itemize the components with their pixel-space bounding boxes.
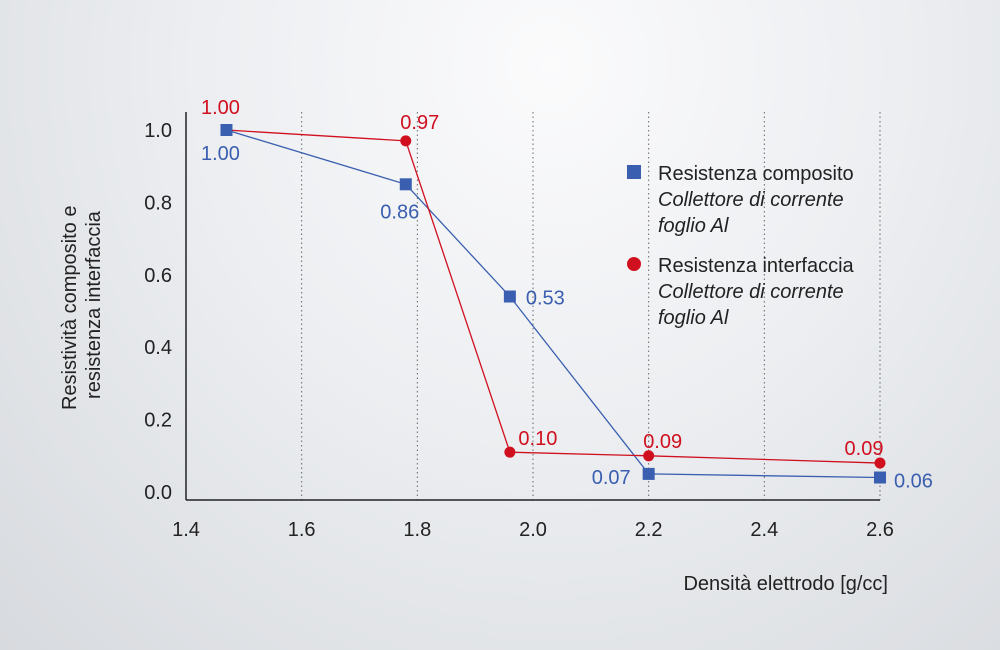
legend-sub-interfaccia-1: Collettore di corrente — [658, 281, 844, 303]
legend-marker-square — [627, 165, 641, 179]
y-tick-label: 0.8 — [144, 192, 172, 214]
data-label: 0.10 — [518, 428, 557, 450]
x-tick-label: 1.4 — [172, 519, 200, 541]
y-tick-label: 0.2 — [144, 410, 172, 432]
x-tick-labels: 1.4 1.6 1.8 2.0 2.2 2.4 2.6 — [172, 519, 894, 541]
marker-square — [642, 467, 655, 480]
x-tick-label: 2.6 — [866, 519, 894, 541]
marker-square — [503, 290, 516, 303]
y-axis-title-line-2: resistenza interfaccia — [83, 210, 105, 399]
y-tick-labels: 0.0 0.2 0.4 0.6 0.8 1.0 — [144, 120, 172, 504]
y-tick-label: 0.6 — [144, 265, 172, 287]
data-label: 0.86 — [380, 201, 419, 223]
marker-circle — [400, 135, 412, 147]
legend-label-composito: Resistenza composito — [658, 163, 854, 185]
x-tick-label: 2.4 — [750, 519, 778, 541]
x-axis-title: Densità elettrodo [g/cc] — [683, 573, 888, 595]
y-axis-title: Resistività composito e resistenza inter… — [59, 200, 105, 410]
y-tick-label: 0.4 — [144, 337, 172, 359]
grid-lines — [301, 112, 881, 500]
marker-circle — [874, 457, 886, 469]
data-labels: 1.00 0.86 0.53 0.07 0.06 1.00 0.97 0.10 0.09 0.09 — [201, 97, 933, 493]
data-label: 1.00 — [201, 143, 240, 165]
x-tick-label: 2.2 — [635, 519, 663, 541]
marker-square — [399, 178, 412, 191]
y-axis-title-line-1: Resistività composito e — [59, 206, 81, 411]
legend-sub-composito-2: foglio Al — [658, 215, 729, 237]
series-group — [220, 124, 886, 484]
data-label: 0.07 — [592, 467, 631, 489]
data-label: 0.09 — [845, 438, 884, 460]
marker-square — [874, 471, 886, 484]
legend-marker-circle — [627, 257, 641, 271]
marker-circle — [643, 450, 655, 462]
y-tick-label: 1.0 — [144, 120, 172, 142]
marker-square — [220, 124, 233, 136]
legend-sub-interfaccia-2: foglio Al — [658, 307, 729, 329]
legend-label-interfaccia: Resistenza interfaccia — [658, 255, 855, 277]
marker-circle — [504, 446, 516, 458]
data-label: 0.09 — [643, 431, 682, 453]
legend-sub-composito-1: Collettore di corrente — [658, 189, 844, 211]
x-tick-label: 1.8 — [403, 519, 431, 541]
y-tick-label: 0.0 — [144, 482, 172, 504]
x-tick-label: 2.0 — [519, 519, 547, 541]
data-label: 0.06 — [894, 471, 933, 493]
x-tick-label: 1.6 — [288, 519, 316, 541]
axes — [185, 112, 880, 501]
legend: Resistenza composito Collettore di corre… — [627, 163, 855, 329]
data-label: 0.53 — [526, 288, 565, 310]
data-label: 0.97 — [400, 112, 439, 134]
data-label: 1.00 — [201, 97, 240, 119]
